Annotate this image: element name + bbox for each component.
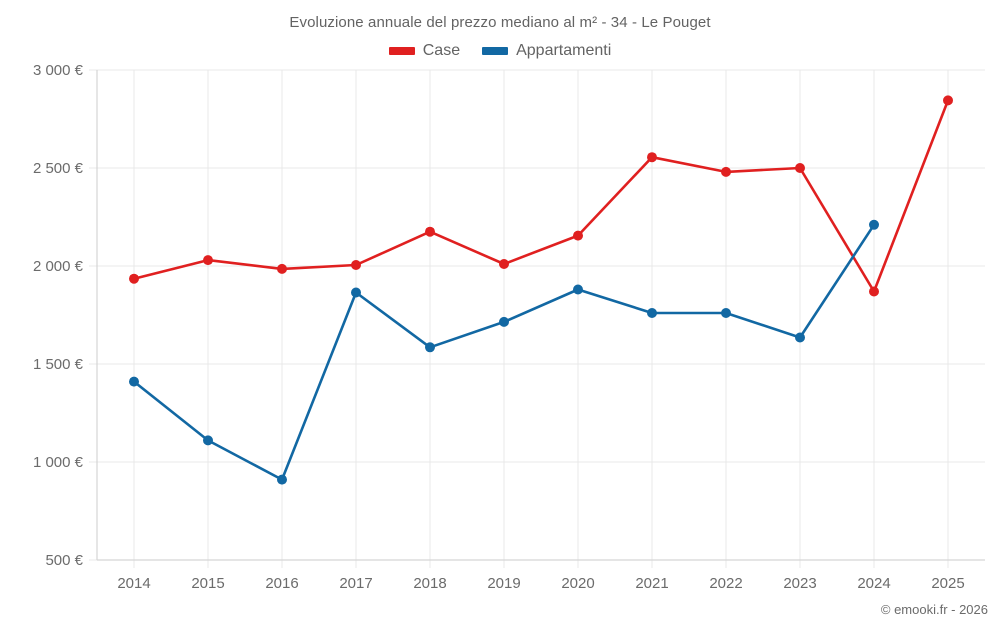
data-point-marker[interactable] [721,308,731,318]
data-point-marker[interactable] [129,273,139,284]
data-point-marker[interactable] [795,332,805,343]
y-axis-tick-label: 3 000 € [33,62,84,79]
legend-swatch-appartamenti [482,47,509,55]
legend-item-appartamenti[interactable]: Appartamenti [482,43,611,59]
data-point-marker[interactable] [277,263,287,274]
x-axis-tick-label: 2023 [783,575,816,592]
data-point-marker[interactable] [425,226,435,237]
x-axis-tick-label: 2020 [561,575,594,592]
y-axis-tick-label: 500 € [45,552,83,569]
data-point-marker[interactable] [869,286,879,297]
data-point-marker[interactable] [943,95,953,106]
data-point-marker[interactable] [869,219,879,230]
series-line [132,99,950,293]
gridlines [89,69,985,568]
x-axis-tick-label: 2018 [413,575,446,592]
data-point-marker[interactable] [203,435,213,446]
legend-label-appartamenti: Appartamenti [516,42,612,59]
data-point-marker[interactable] [351,260,361,270]
data-point-marker[interactable] [277,474,287,485]
data-point-marker[interactable] [203,255,213,266]
x-axis-tick-label: 2022 [709,575,742,592]
y-axis-tick-label: 2 000 € [33,258,84,275]
data-point-marker[interactable] [351,287,361,298]
x-axis-tick-label: 2025 [931,575,964,592]
data-series-layer [129,95,953,485]
data-point-marker[interactable] [499,259,509,269]
y-axis-tick-label: 1 500 € [33,356,84,373]
data-point-marker[interactable] [795,163,805,173]
series-appartamenti [129,219,879,485]
x-axis-tick-label: 2014 [117,575,150,592]
data-point-marker[interactable] [721,166,731,177]
data-point-marker[interactable] [425,342,435,353]
legend-swatch-case [388,47,415,55]
x-axis-tick-label: 2015 [191,575,224,592]
x-axis-tick-labels: 2014 2015 2016 2017 2018 2019 2020 2021 2022 2023… [117,575,964,592]
x-axis-tick-label: 2024 [857,575,890,592]
x-axis-tick-label: 2017 [339,575,372,592]
data-point-marker[interactable] [499,316,509,327]
data-point-marker[interactable] [129,376,139,387]
axis-lines [96,70,985,561]
y-axis-tick-label: 2 500 € [33,160,84,177]
x-axis-tick-label: 2016 [265,575,298,592]
data-point-marker[interactable] [647,308,657,318]
data-point-marker[interactable] [573,230,583,241]
data-point-marker[interactable] [573,284,583,295]
y-axis-tick-label: 1 000 € [33,454,84,471]
chart-title: Evoluzione annuale del prezzo mediano al… [289,14,711,31]
y-axis-tick-labels: 500 € 1 000 € 1 500 € 2 000 € 2 500 € 3 000 € [33,62,84,569]
x-axis-tick-label: 2019 [487,575,520,592]
x-axis-tick-label: 2021 [635,575,668,592]
chart-legend: Case Appartamenti [0,43,1000,59]
legend-label-case: Case [422,42,461,59]
copyright-credit: © emooki.fr - 2026 [880,602,988,617]
legend-item-case[interactable]: Case [388,42,461,59]
data-point-marker[interactable] [647,152,657,163]
series-case [129,95,953,297]
